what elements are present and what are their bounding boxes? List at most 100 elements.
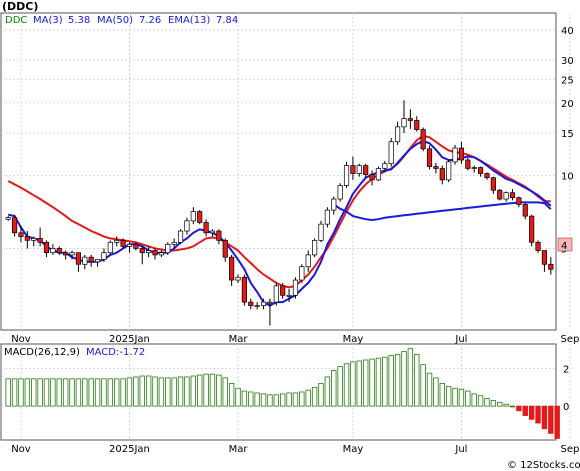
candle-body [388, 141, 394, 165]
candle-body [209, 230, 216, 234]
candle-body [82, 256, 88, 265]
macd-bar [107, 378, 114, 407]
candle-body [331, 198, 337, 211]
price-panel [0, 12, 557, 331]
candle-body [107, 241, 113, 254]
candle-body [133, 243, 139, 249]
candle-body [260, 301, 267, 306]
macd-bar [528, 405, 535, 420]
candle-body [369, 174, 375, 181]
macd-bar [101, 378, 107, 407]
candle-body [529, 215, 535, 243]
macd-x-tick-label: Sep [561, 444, 580, 455]
macd-bar [248, 391, 254, 407]
price-x-tick-label: Nov [11, 334, 31, 345]
candle-body [420, 129, 426, 150]
macd-bar [375, 357, 382, 407]
price-y-tick-label: 15 [561, 129, 574, 140]
macd-bar [369, 358, 375, 407]
candle-body [63, 252, 69, 256]
macd-bar [209, 373, 216, 407]
candle-body [18, 232, 24, 237]
candle-body [452, 147, 458, 163]
candle-body [139, 248, 145, 254]
candle-body [312, 239, 318, 256]
macd-bar [426, 372, 433, 407]
candle-body [37, 238, 43, 243]
candle-body [350, 165, 356, 174]
price-x-tick-label: Mar [229, 334, 249, 345]
candle-body [241, 276, 247, 303]
candle-body [101, 252, 107, 260]
candle-body [24, 236, 30, 241]
macd-bar [318, 383, 324, 407]
macd-bar [11, 378, 18, 407]
macd-bar [337, 366, 343, 407]
candle-body [216, 230, 222, 241]
macd-bar [503, 403, 509, 407]
macd-bar [5, 378, 11, 407]
candle-body [516, 197, 522, 205]
macd-bar [433, 377, 439, 407]
macd-bars [5, 348, 560, 439]
macd-bar [350, 361, 356, 407]
macd-x-tick-label: Jul [454, 444, 467, 455]
candle-body [535, 241, 541, 251]
candle-body [375, 168, 382, 181]
price-x-tick-label: Sep [561, 334, 580, 345]
macd-bar [458, 388, 465, 407]
macd-bar [75, 378, 82, 407]
candle-body [158, 252, 164, 256]
macd-bar [56, 378, 62, 407]
macd-bar [82, 378, 88, 407]
candle-body [222, 239, 228, 258]
candle-body [165, 243, 171, 254]
candle-body [146, 250, 152, 254]
candle-body [5, 217, 11, 220]
candle-body [363, 165, 369, 175]
candle-body [152, 250, 158, 256]
candle-body [324, 209, 330, 225]
macd-bar [445, 385, 452, 407]
candle-body [75, 252, 81, 265]
candle-body [197, 211, 203, 223]
candle-body [273, 285, 279, 303]
macd-bar [88, 378, 94, 407]
macd-bar [152, 376, 158, 407]
candle-body [94, 259, 101, 263]
last-price-box: 4 [557, 237, 573, 252]
ma50-line [333, 201, 552, 222]
macd-bar [465, 390, 471, 407]
price-grid [1, 13, 571, 330]
macd-bar [158, 377, 165, 407]
macd-x-axis: Nov2025JanMarMayJulSepNov [11, 444, 580, 455]
macd-bar [177, 376, 184, 407]
macd-bar [331, 369, 337, 407]
macd-bar [190, 375, 197, 407]
candle-body [280, 285, 286, 296]
candle-body [426, 148, 433, 167]
candle-body [382, 163, 388, 169]
price-x-axis: Nov2025JanMarMayJulSepNov [11, 334, 580, 345]
candle-body [490, 177, 496, 191]
candle-body [484, 173, 490, 179]
macd-bar [222, 377, 228, 407]
legend-ma50-label: MA(50) [97, 15, 133, 26]
candle-body [114, 239, 120, 243]
macd-bar [490, 400, 497, 407]
macd-bar [62, 378, 69, 407]
candle-body [318, 223, 324, 241]
candle-body [414, 120, 420, 130]
last-price-bg [557, 237, 573, 252]
candle-body [50, 248, 56, 254]
macd-bar [31, 378, 37, 407]
candle-body [407, 118, 413, 121]
candle-body [184, 220, 190, 232]
legend-ma3-value: 5.38 [68, 15, 90, 26]
candle-body [395, 126, 401, 143]
candle-body [471, 167, 477, 169]
watermark: © 12Stocks.com [507, 460, 580, 471]
macd-bar [401, 351, 407, 407]
macd-bar [126, 377, 133, 407]
macd-bar [414, 353, 420, 407]
